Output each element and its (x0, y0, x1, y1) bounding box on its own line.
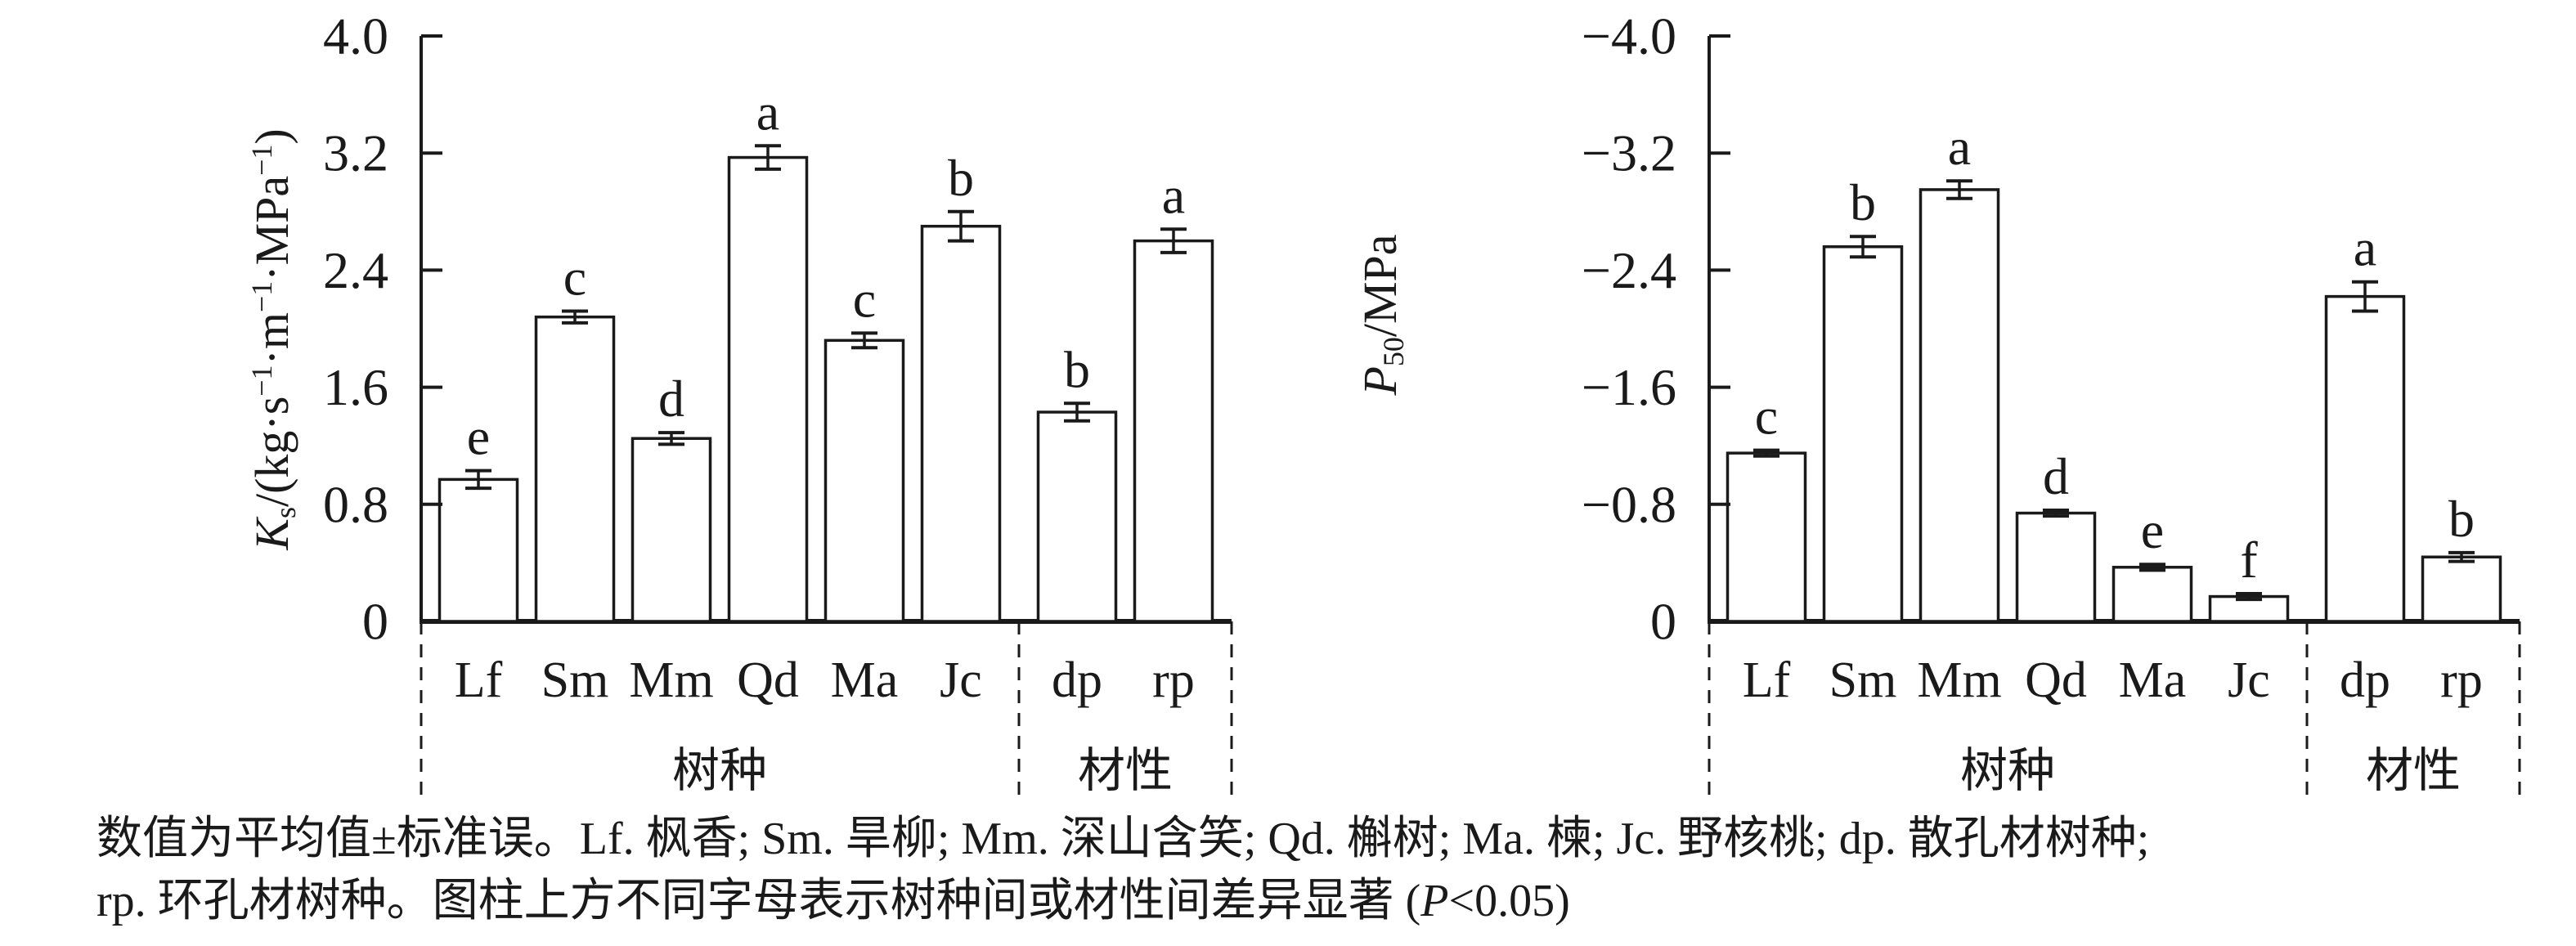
x-tick-label: Mm (1917, 652, 2001, 708)
figure-caption: 数值为平均值±标准误。Lf. 枫香; Sm. 旱柳; Mm. 深山含笑; Qd.… (96, 808, 2542, 932)
y-tick-label: −0.8 (1582, 475, 1676, 533)
sig-letter: c (1755, 388, 1778, 446)
sig-letter: e (467, 408, 490, 466)
group-label: 树种 (1960, 744, 2055, 797)
bar-Qd (727, 155, 809, 623)
p50-chart-block: P50/MPa c Lf b Sm a Mm d Qd e Ma f Jc a dp b rp −4.0 −3.2… (1288, 0, 2576, 809)
bar-Ma (2112, 566, 2193, 623)
sig-letter: b (1064, 340, 1090, 398)
x-tick-label: Ma (2119, 652, 2187, 708)
y-tick-label: 1.6 (323, 358, 388, 416)
x-tick-label: Sm (541, 652, 609, 708)
x-tick-label: Jc (940, 652, 982, 708)
bar-Jc (920, 224, 1002, 623)
sig-letter: a (756, 83, 779, 141)
bar-Mm (631, 437, 712, 623)
x-tick-label: dp (2340, 652, 2390, 708)
y-tick-label: 4.0 (323, 7, 388, 65)
x-tick-label: Jc (2228, 652, 2270, 708)
bar-Sm (534, 315, 616, 623)
y-tick-label: −3.2 (1582, 124, 1676, 182)
y-tick-label: −2.4 (1582, 241, 1676, 299)
y-tick-label: 0 (1650, 593, 1676, 651)
bar-Lf (438, 477, 519, 623)
bar-Qd (2015, 511, 2097, 623)
sig-letter: c (853, 270, 876, 328)
x-tick-label: Qd (2025, 652, 2087, 708)
sig-letter: f (2240, 531, 2258, 589)
sig-letter: e (2141, 501, 2164, 559)
y-tick-label: −1.6 (1582, 358, 1676, 416)
sig-letter: d (658, 370, 684, 428)
sig-letter: b (1850, 173, 1876, 231)
bar-Ma (824, 338, 905, 623)
bar-rp (2421, 555, 2502, 623)
bar-rp (1133, 239, 1214, 623)
y-tick-label: 0.8 (323, 475, 388, 533)
sig-letter: a (1162, 166, 1185, 224)
bar-Mm (1919, 188, 2000, 623)
group-label: 材性 (1078, 744, 1173, 797)
x-tick-label: Lf (1743, 652, 1791, 708)
x-tick-label: Mm (629, 652, 713, 708)
ks-bar-chart: e Lf c Sm d Mm a Qd c Ma b Jc b dp a rp 4.0 3.2 2.4 1.6 0.8 0… (323, 7, 1233, 805)
sig-letter: d (2043, 447, 2069, 505)
sig-letter: c (563, 249, 586, 307)
p50-bar-chart: c Lf b Sm a Mm d Qd e Ma f Jc a dp b rp −4.0 −3.2 −2.4 −1.6… (1582, 7, 2521, 805)
y-tick-label: 2.4 (323, 241, 388, 299)
bar-Lf (1726, 451, 1807, 623)
y-tick-label: −4.0 (1582, 7, 1676, 65)
x-tick-label: Qd (737, 652, 799, 708)
y-tick-label: 0 (362, 593, 388, 651)
x-tick-label: Ma (831, 652, 899, 708)
bar-dp (2324, 294, 2406, 623)
group-label: 树种 (672, 744, 767, 797)
group-label: 材性 (2366, 744, 2461, 797)
sig-letter: a (2354, 219, 2376, 277)
caption-line-1: 数值为平均值±标准误。Lf. 枫香; Sm. 旱柳; Mm. 深山含笑; Qd.… (96, 814, 2150, 864)
sig-letter: b (948, 149, 974, 207)
sig-letter: a (1948, 118, 1971, 176)
x-tick-label: rp (2440, 652, 2483, 708)
x-tick-label: Sm (1829, 652, 1897, 708)
caption-p-symbol: P (1420, 876, 1449, 926)
x-tick-label: Lf (455, 652, 503, 708)
caption-line-2: rp. 环孔材树种。图柱上方不同字母表示树种间或材性间差异显著 (P<0.05) (96, 876, 1570, 926)
bar-Sm (1822, 245, 1904, 623)
x-tick-label: dp (1052, 652, 1102, 708)
x-tick-label: rp (1152, 652, 1195, 708)
sig-letter: b (2448, 490, 2475, 548)
y-tick-label: 3.2 (323, 124, 388, 182)
ks-chart-block: Ks/(kg·s−1·m−1·MPa−1) e Lf c Sm d Mm a Qd c Ma b Jc… (0, 0, 1288, 809)
bar-dp (1036, 410, 1118, 623)
